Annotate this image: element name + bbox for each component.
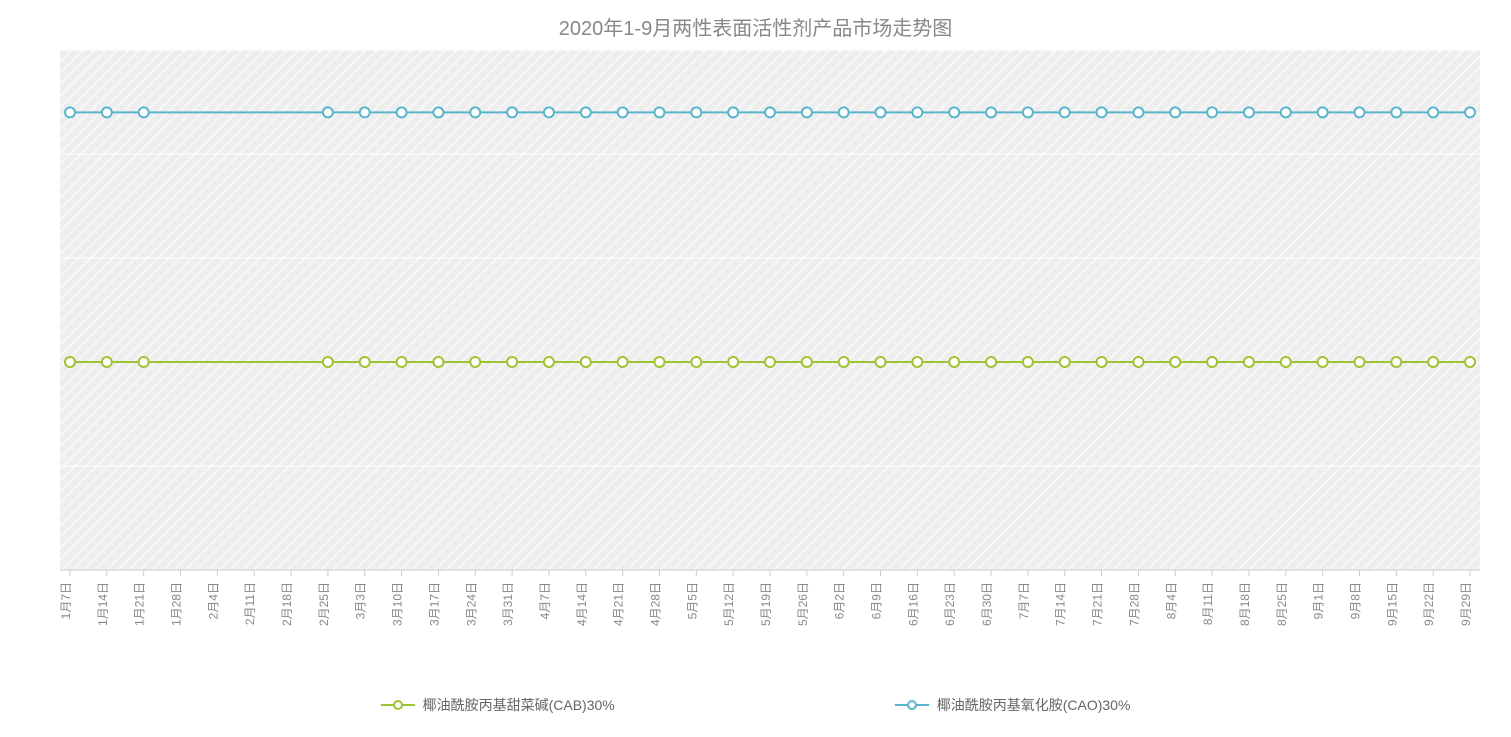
svg-text:7月21日: 7月21日 — [1091, 582, 1105, 626]
svg-text:4月14日: 4月14日 — [575, 582, 589, 626]
legend-label-cab: 椰油酰胺丙基甜菜碱(CAB)30% — [423, 695, 615, 715]
svg-text:6月16日: 6月16日 — [906, 582, 920, 626]
chart-svg: 1月7日 1月14日 1月21日 1月28日 2月4日 2月11日 2月18日 2月25日 3月… — [60, 50, 1480, 650]
svg-text:2月11日: 2月11日 — [243, 582, 257, 625]
svg-text:2月25日: 2月25日 — [317, 582, 331, 626]
svg-text:4月7日: 4月7日 — [538, 582, 552, 619]
svg-text:3月31日: 3月31日 — [501, 582, 515, 626]
legend: 椰油酰胺丙基甜菜碱(CAB)30% 椰油酰胺丙基氧化胺(CAO)30% — [0, 695, 1511, 715]
svg-text:9月1日: 9月1日 — [1312, 582, 1326, 619]
chart-title: 2020年1-9月两性表面活性剂产品市场走势图 — [0, 0, 1511, 49]
svg-text:9月29日: 9月29日 — [1459, 582, 1473, 626]
svg-text:3月3日: 3月3日 — [354, 582, 368, 619]
svg-text:5月26日: 5月26日 — [796, 582, 810, 626]
svg-text:2月4日: 2月4日 — [206, 582, 220, 619]
svg-text:7月14日: 7月14日 — [1054, 582, 1068, 626]
svg-text:8月4日: 8月4日 — [1164, 582, 1178, 619]
svg-text:4月28日: 4月28日 — [648, 582, 662, 626]
svg-text:8月11日: 8月11日 — [1201, 582, 1215, 625]
svg-text:9月15日: 9月15日 — [1385, 582, 1399, 626]
svg-text:6月23日: 6月23日 — [943, 582, 957, 626]
svg-text:5月5日: 5月5日 — [685, 582, 699, 619]
svg-text:4月21日: 4月21日 — [612, 582, 626, 626]
legend-marker-cao — [895, 698, 929, 712]
svg-text:7月28日: 7月28日 — [1127, 582, 1141, 626]
svg-text:8月25日: 8月25日 — [1275, 582, 1289, 626]
svg-text:6月9日: 6月9日 — [870, 582, 884, 619]
svg-text:9月8日: 9月8日 — [1348, 582, 1362, 619]
svg-text:3月17日: 3月17日 — [427, 582, 441, 626]
plot-area: 1月7日1月14日1月21日1月28日2月4日2月11日2月18日2月25日3月… — [60, 50, 1480, 570]
legend-item-cab[interactable]: 椰油酰胺丙基甜菜碱(CAB)30% — [381, 695, 615, 715]
legend-marker-cab — [381, 698, 415, 712]
chart-container: 2020年1-9月两性表面活性剂产品市场走势图 1月7日 1月14日 1月21日 1月… — [0, 0, 1511, 737]
svg-text:8月18日: 8月18日 — [1238, 582, 1252, 626]
legend-label-cao: 椰油酰胺丙基氧化胺(CAO)30% — [937, 695, 1131, 715]
svg-text:1月28日: 1月28日 — [170, 582, 184, 626]
svg-text:1月21日: 1月21日 — [133, 582, 147, 626]
svg-text:1月14日: 1月14日 — [96, 582, 110, 626]
svg-text:1月7日: 1月7日 — [60, 582, 73, 619]
svg-text:3月10日: 3月10日 — [391, 582, 405, 626]
svg-text:2月18日: 2月18日 — [280, 582, 294, 626]
svg-text:3月24日: 3月24日 — [464, 582, 478, 626]
svg-text:6月30日: 6月30日 — [980, 582, 994, 626]
legend-item-cao[interactable]: 椰油酰胺丙基氧化胺(CAO)30% — [895, 695, 1131, 715]
svg-text:6月2日: 6月2日 — [833, 582, 847, 619]
svg-text:5月12日: 5月12日 — [722, 582, 736, 626]
svg-text:9月22日: 9月22日 — [1422, 582, 1436, 626]
svg-text:7月7日: 7月7日 — [1017, 582, 1031, 619]
svg-text:5月19日: 5月19日 — [759, 582, 773, 626]
